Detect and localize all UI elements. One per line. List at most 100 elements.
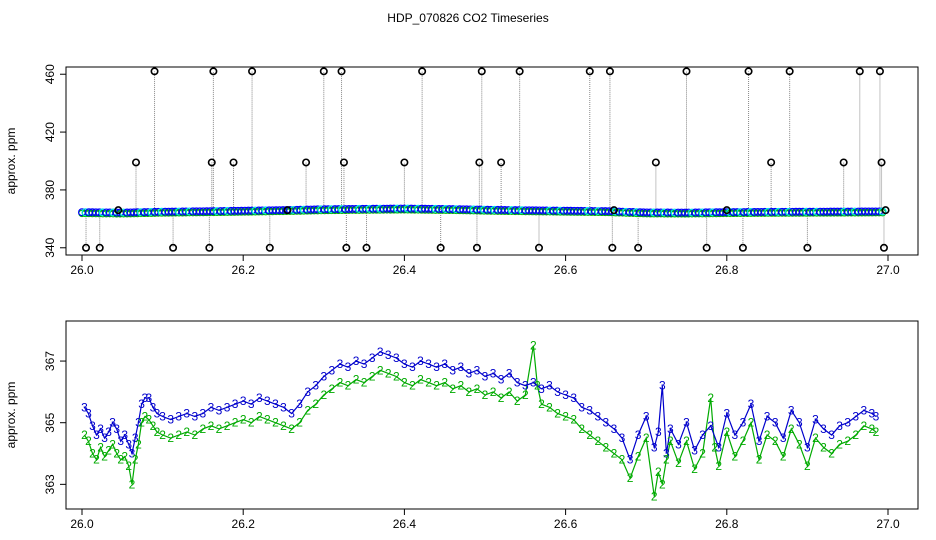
series-point-label-2: 2	[320, 388, 327, 402]
y-tick-label: 363	[43, 474, 57, 494]
x-tick-label: 26.2	[232, 517, 256, 531]
spike-point	[877, 158, 886, 167]
series-point-label-2: 2	[280, 419, 287, 433]
series-point-label-2: 2	[312, 397, 319, 411]
x-tick-label: 26.8	[715, 517, 739, 531]
series-point-label-2: 2	[113, 447, 120, 461]
series-point-label-2: 2	[433, 379, 440, 393]
spike-point	[634, 243, 643, 252]
panel-bottom-series-lines	[83, 345, 877, 497]
series-point-label-3: 3	[200, 406, 207, 420]
series-point-label-2: 2	[498, 391, 505, 405]
series-point-label-2: 2	[663, 453, 670, 467]
series-point-label-3: 3	[780, 431, 787, 445]
series-point-label-3: 3	[224, 400, 231, 414]
series-point-label-2: 2	[89, 447, 96, 461]
series-point-label-2: 2	[369, 369, 376, 383]
series-point-label-2: 2	[417, 373, 424, 387]
series-point-label-2: 2	[732, 450, 739, 464]
series-point-label-3: 3	[441, 357, 448, 371]
series-point-label-2: 2	[683, 434, 690, 448]
series-point-label-2: 2	[393, 369, 400, 383]
spike-point	[722, 206, 731, 215]
spike-point	[515, 67, 524, 76]
series-point-label-3: 3	[345, 360, 352, 374]
series-point-label-2: 2	[756, 453, 763, 467]
series-point-label-3: 3	[651, 440, 658, 454]
series-line-2	[83, 345, 877, 497]
spike-point	[875, 67, 884, 76]
series-point-label-2: 2	[385, 366, 392, 380]
series-point-label-3: 3	[490, 366, 497, 380]
series-point-label-2: 2	[304, 403, 311, 417]
series-point-label-2: 2	[635, 450, 642, 464]
series-point-label-2: 2	[534, 379, 541, 393]
series-point-label-3: 3	[723, 406, 730, 420]
spike-point	[132, 158, 141, 167]
series-point-label-2: 2	[643, 431, 650, 445]
series-point-label-2: 2	[586, 428, 593, 442]
series-point-label-2: 2	[780, 450, 787, 464]
spike-point	[95, 243, 104, 252]
series-point-label-3: 3	[117, 434, 124, 448]
series-point-label-2: 2	[578, 422, 585, 436]
series-point-label-2: 2	[296, 416, 303, 430]
series-point-label-3: 3	[353, 354, 360, 368]
series-point-label-2: 2	[97, 440, 104, 454]
series-point-label-2: 2	[85, 434, 92, 448]
series-point-label-3: 3	[393, 351, 400, 365]
series-point-label-2: 2	[337, 376, 344, 390]
series-point-label-3: 3	[860, 403, 867, 417]
panel-top-y-axis: 340 380 420 460	[43, 64, 66, 258]
y-tick-label: 420	[43, 122, 57, 142]
series-point-label-3: 3	[121, 428, 128, 442]
series-point-label-3: 3	[457, 360, 464, 374]
series-point-label-2: 2	[522, 388, 529, 402]
series-point-label-3: 3	[433, 360, 440, 374]
series-point-label-2: 2	[546, 400, 553, 414]
series-point-label-3: 3	[683, 416, 690, 430]
series-point-label-3: 3	[89, 419, 96, 433]
x-tick-label: 26.0	[70, 517, 94, 531]
series-point-label-3: 3	[796, 416, 803, 430]
series-point-label-2: 2	[264, 413, 271, 427]
spike-point	[319, 67, 328, 76]
series-point-label-2: 2	[659, 477, 666, 491]
series-point-label-2: 2	[216, 422, 223, 436]
spike-point	[436, 243, 445, 252]
series-point-label-3: 3	[828, 428, 835, 442]
series-line-3	[83, 351, 877, 462]
spike-point	[767, 158, 776, 167]
series-point-label-2: 2	[175, 428, 182, 442]
series-point-label-2: 2	[675, 456, 682, 470]
series-point-label-2: 2	[159, 428, 166, 442]
spike-point	[475, 158, 484, 167]
y-tick-label: 367	[43, 351, 57, 371]
series-point-label-3: 3	[105, 425, 112, 439]
series-point-label-3: 3	[135, 416, 142, 430]
series-point-label-2: 2	[554, 406, 561, 420]
spike-point	[651, 158, 660, 167]
series-point-label-3: 3	[129, 447, 136, 461]
spike-point	[283, 206, 292, 215]
series-point-label-2: 2	[611, 447, 618, 461]
series-point-label-3: 3	[635, 428, 642, 442]
series-point-label-3: 3	[150, 400, 157, 414]
series-point-label-2: 2	[449, 382, 456, 396]
series-point-label-2: 2	[121, 450, 128, 464]
y-tick-label: 460	[43, 64, 57, 84]
series-point-label-3: 3	[691, 443, 698, 457]
series-point-label-2: 2	[272, 416, 279, 430]
series-point-label-2: 2	[594, 434, 601, 448]
series-point-label-3: 3	[715, 440, 722, 454]
spike-point	[265, 243, 274, 252]
series-point-label-2: 2	[538, 397, 545, 411]
series-point-label-3: 3	[663, 447, 670, 461]
series-point-label-2: 2	[232, 416, 239, 430]
series-point-label-2: 2	[869, 422, 876, 436]
series-point-label-3: 3	[756, 434, 763, 448]
series-point-label-2: 2	[482, 388, 489, 402]
series-point-label-3: 3	[208, 400, 215, 414]
series-point-label-2: 2	[772, 434, 779, 448]
